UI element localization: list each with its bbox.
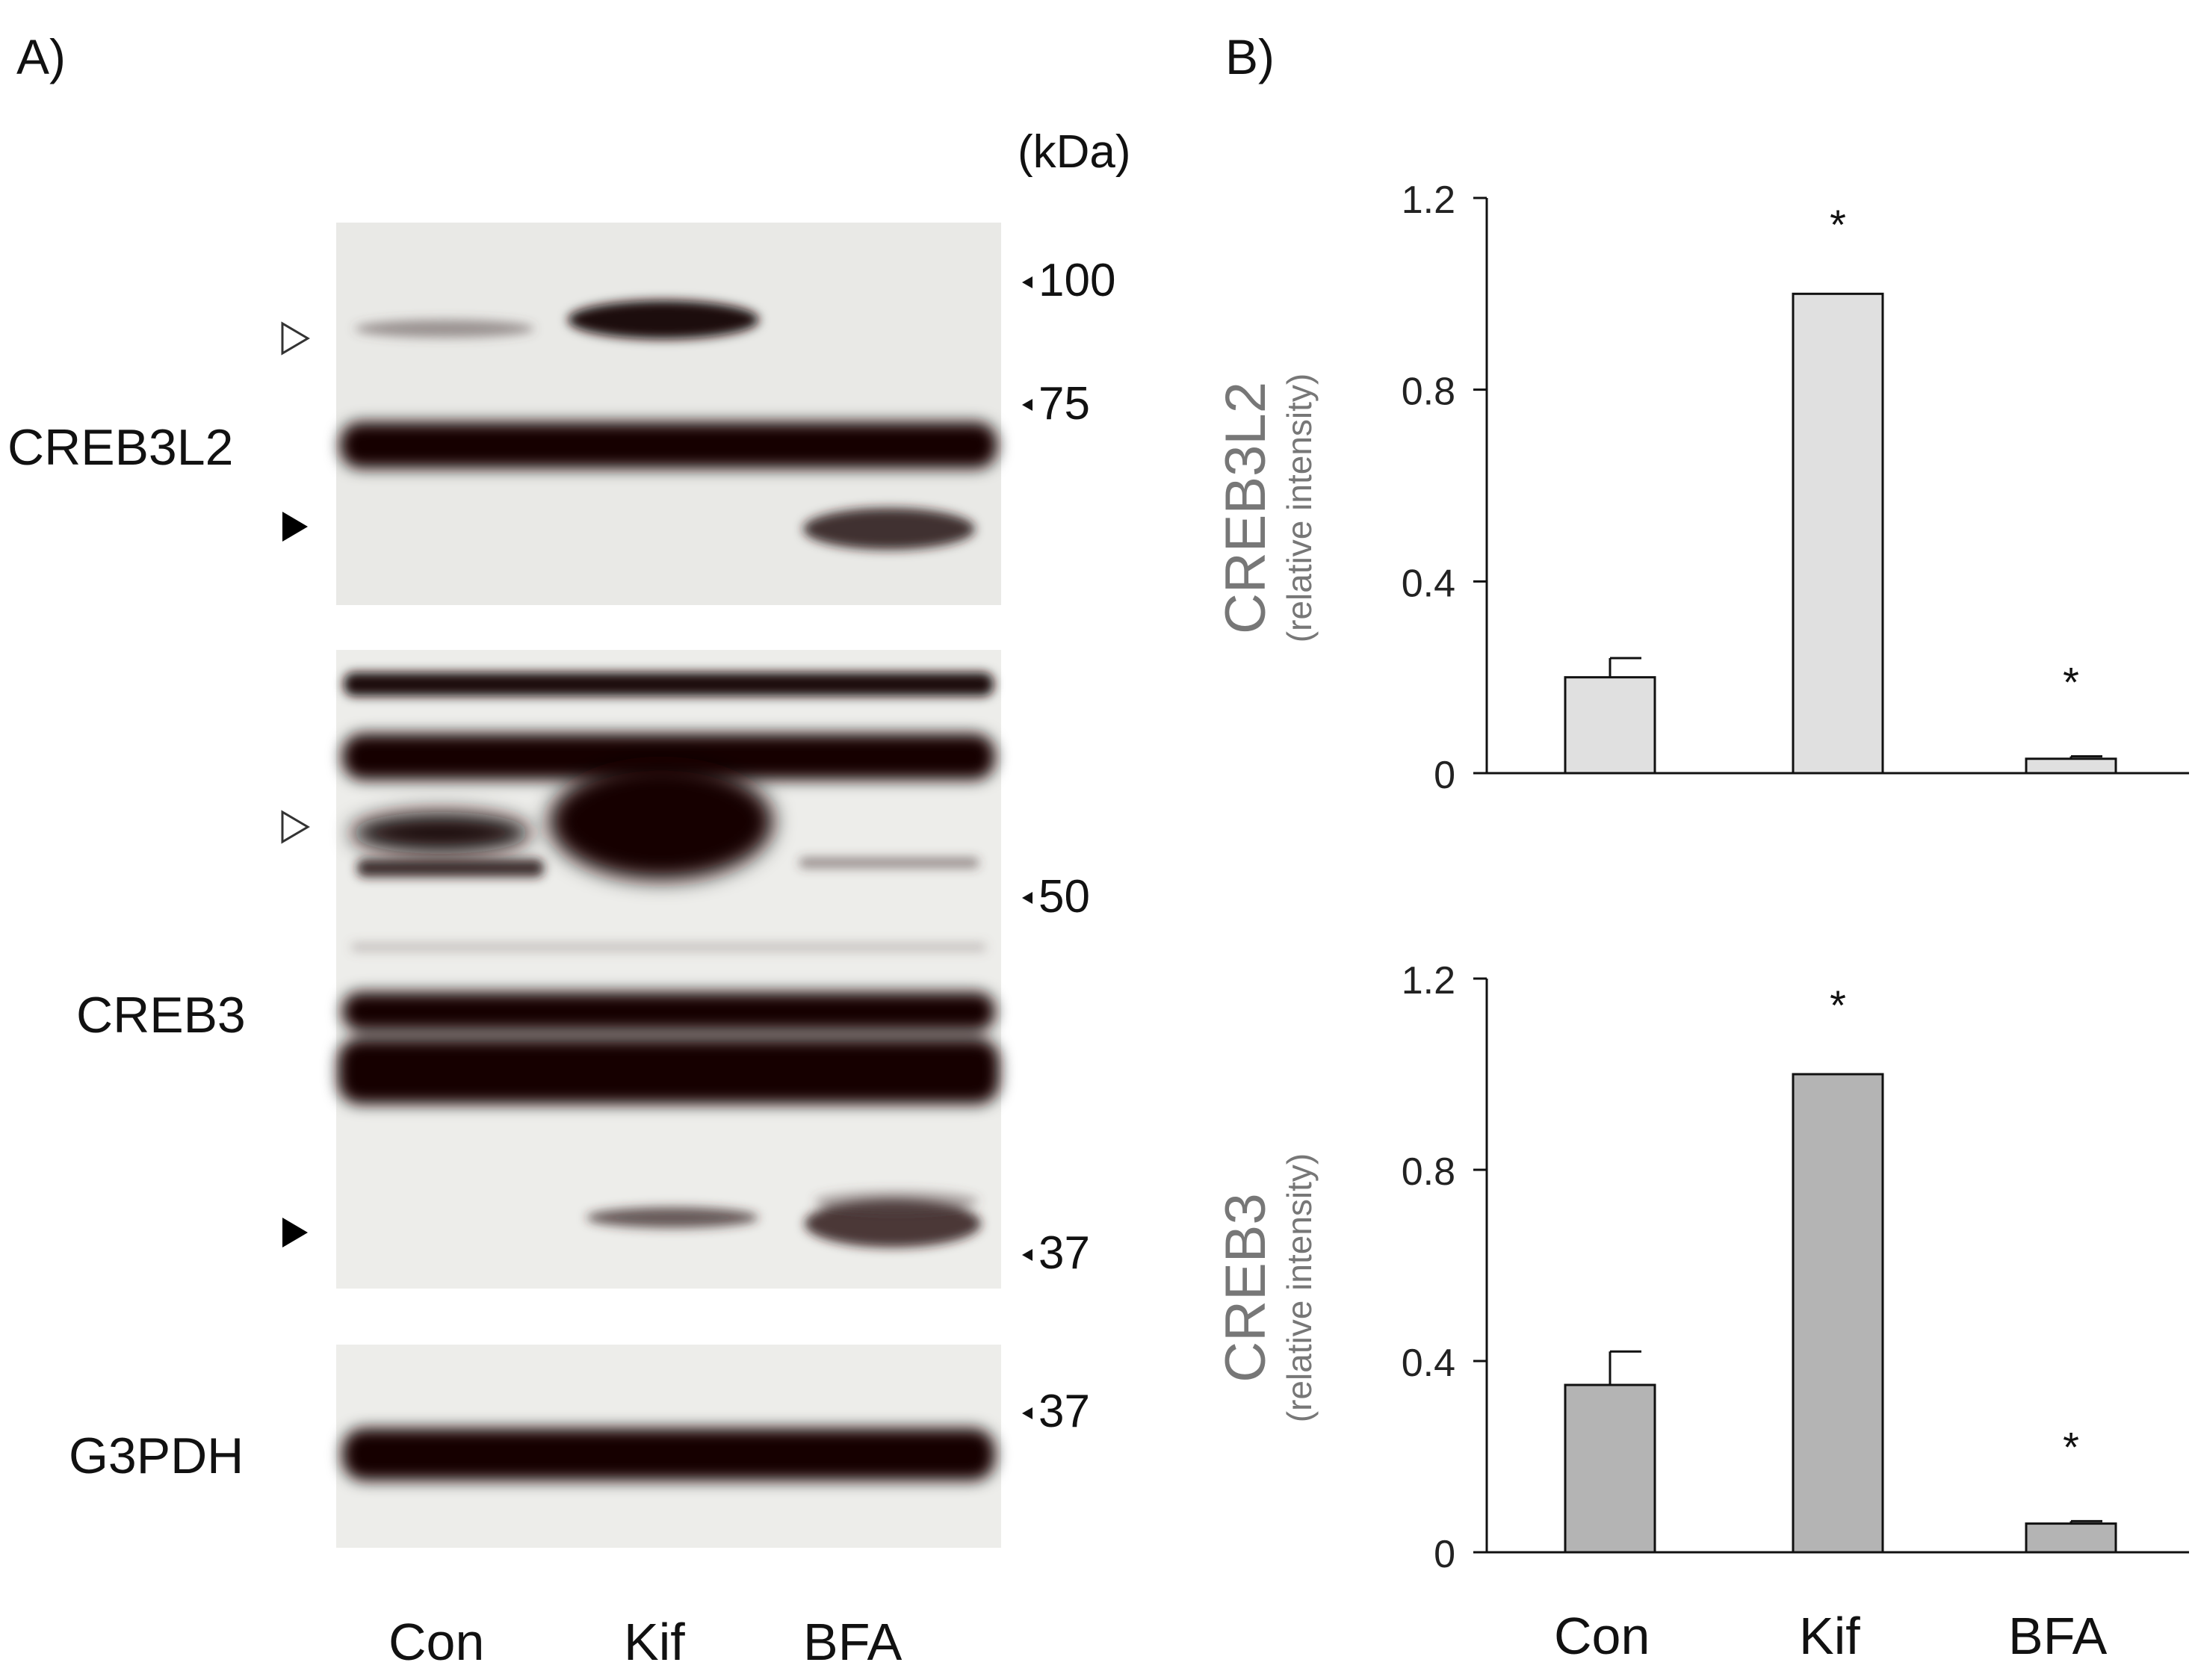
bar-kif [1792, 292, 1884, 775]
filled-arrowhead-icon [282, 512, 308, 542]
y-tick-label: 0.8 [1402, 1150, 1455, 1194]
marker-pointer-icon [1022, 1249, 1033, 1261]
marker-pointer-icon [1022, 1407, 1033, 1419]
category-label-bfa: BFA [2008, 1607, 2108, 1665]
y-tick-label: 0.8 [1402, 371, 1455, 414]
marker-pointer-icon [1022, 892, 1033, 904]
open-arrowhead-icon [281, 321, 310, 356]
blot-label-g3pdh: G3PDH [69, 1428, 244, 1484]
bar-con [1564, 676, 1656, 775]
marker-37-creb3: 37 [1038, 1227, 1090, 1279]
y-axis-label: CREB3L2 [1214, 382, 1278, 634]
marker-pointer-icon [1022, 276, 1033, 288]
open-arrowhead-icon [281, 810, 310, 844]
filled-arrowhead-icon [282, 1218, 308, 1247]
y-axis-label: CREB3 [1214, 1193, 1278, 1382]
bar-con [1564, 1383, 1656, 1554]
marker-75: 75 [1038, 378, 1090, 430]
kda-label: (kDa) [1018, 126, 1131, 178]
bar-bfa [2025, 1522, 2117, 1554]
lane-label-con: Con [388, 1613, 485, 1671]
y-tick-label: 0 [1434, 754, 1455, 797]
marker-100: 100 [1038, 255, 1116, 306]
blot-creb3 [336, 650, 1001, 1289]
y-axis-sublabel: (relative intensity) [1280, 1153, 1319, 1422]
y-tick-label: 0 [1434, 1533, 1455, 1576]
panel-a-label: A) [16, 29, 66, 84]
category-label-con: Con [1554, 1607, 1650, 1665]
y-tick-label: 1.2 [1402, 959, 1455, 1002]
panel-b-label: B) [1225, 29, 1275, 84]
blot-creb3l2 [336, 223, 1001, 605]
significance-asterisk: * [2063, 1423, 2079, 1470]
marker-50: 50 [1038, 871, 1090, 923]
lane-label-kif: Kif [624, 1613, 685, 1671]
bar-kif [1792, 1073, 1884, 1554]
bar-bfa [2025, 757, 2117, 775]
significance-asterisk: * [2063, 659, 2079, 706]
category-label-kif: Kif [1799, 1607, 1860, 1665]
marker-pointer-icon [1022, 399, 1033, 411]
y-tick-label: 0.4 [1402, 562, 1455, 605]
significance-asterisk: * [1830, 982, 1846, 1029]
western-blot-figure [281, 223, 1033, 1548]
y-tick-label: 0.4 [1402, 1342, 1455, 1385]
blot-g3pdh [336, 1345, 1001, 1548]
y-tick-label: 1.2 [1402, 179, 1455, 222]
blot-label-creb3: CREB3 [76, 987, 246, 1044]
significance-asterisk: * [1830, 201, 1846, 248]
marker-37-g3pdh: 37 [1038, 1386, 1090, 1437]
blot-label-creb3l2: CREB3L2 [7, 419, 234, 476]
y-axis-sublabel: (relative intensity) [1280, 373, 1319, 642]
lane-label-bfa: BFA [803, 1613, 903, 1671]
